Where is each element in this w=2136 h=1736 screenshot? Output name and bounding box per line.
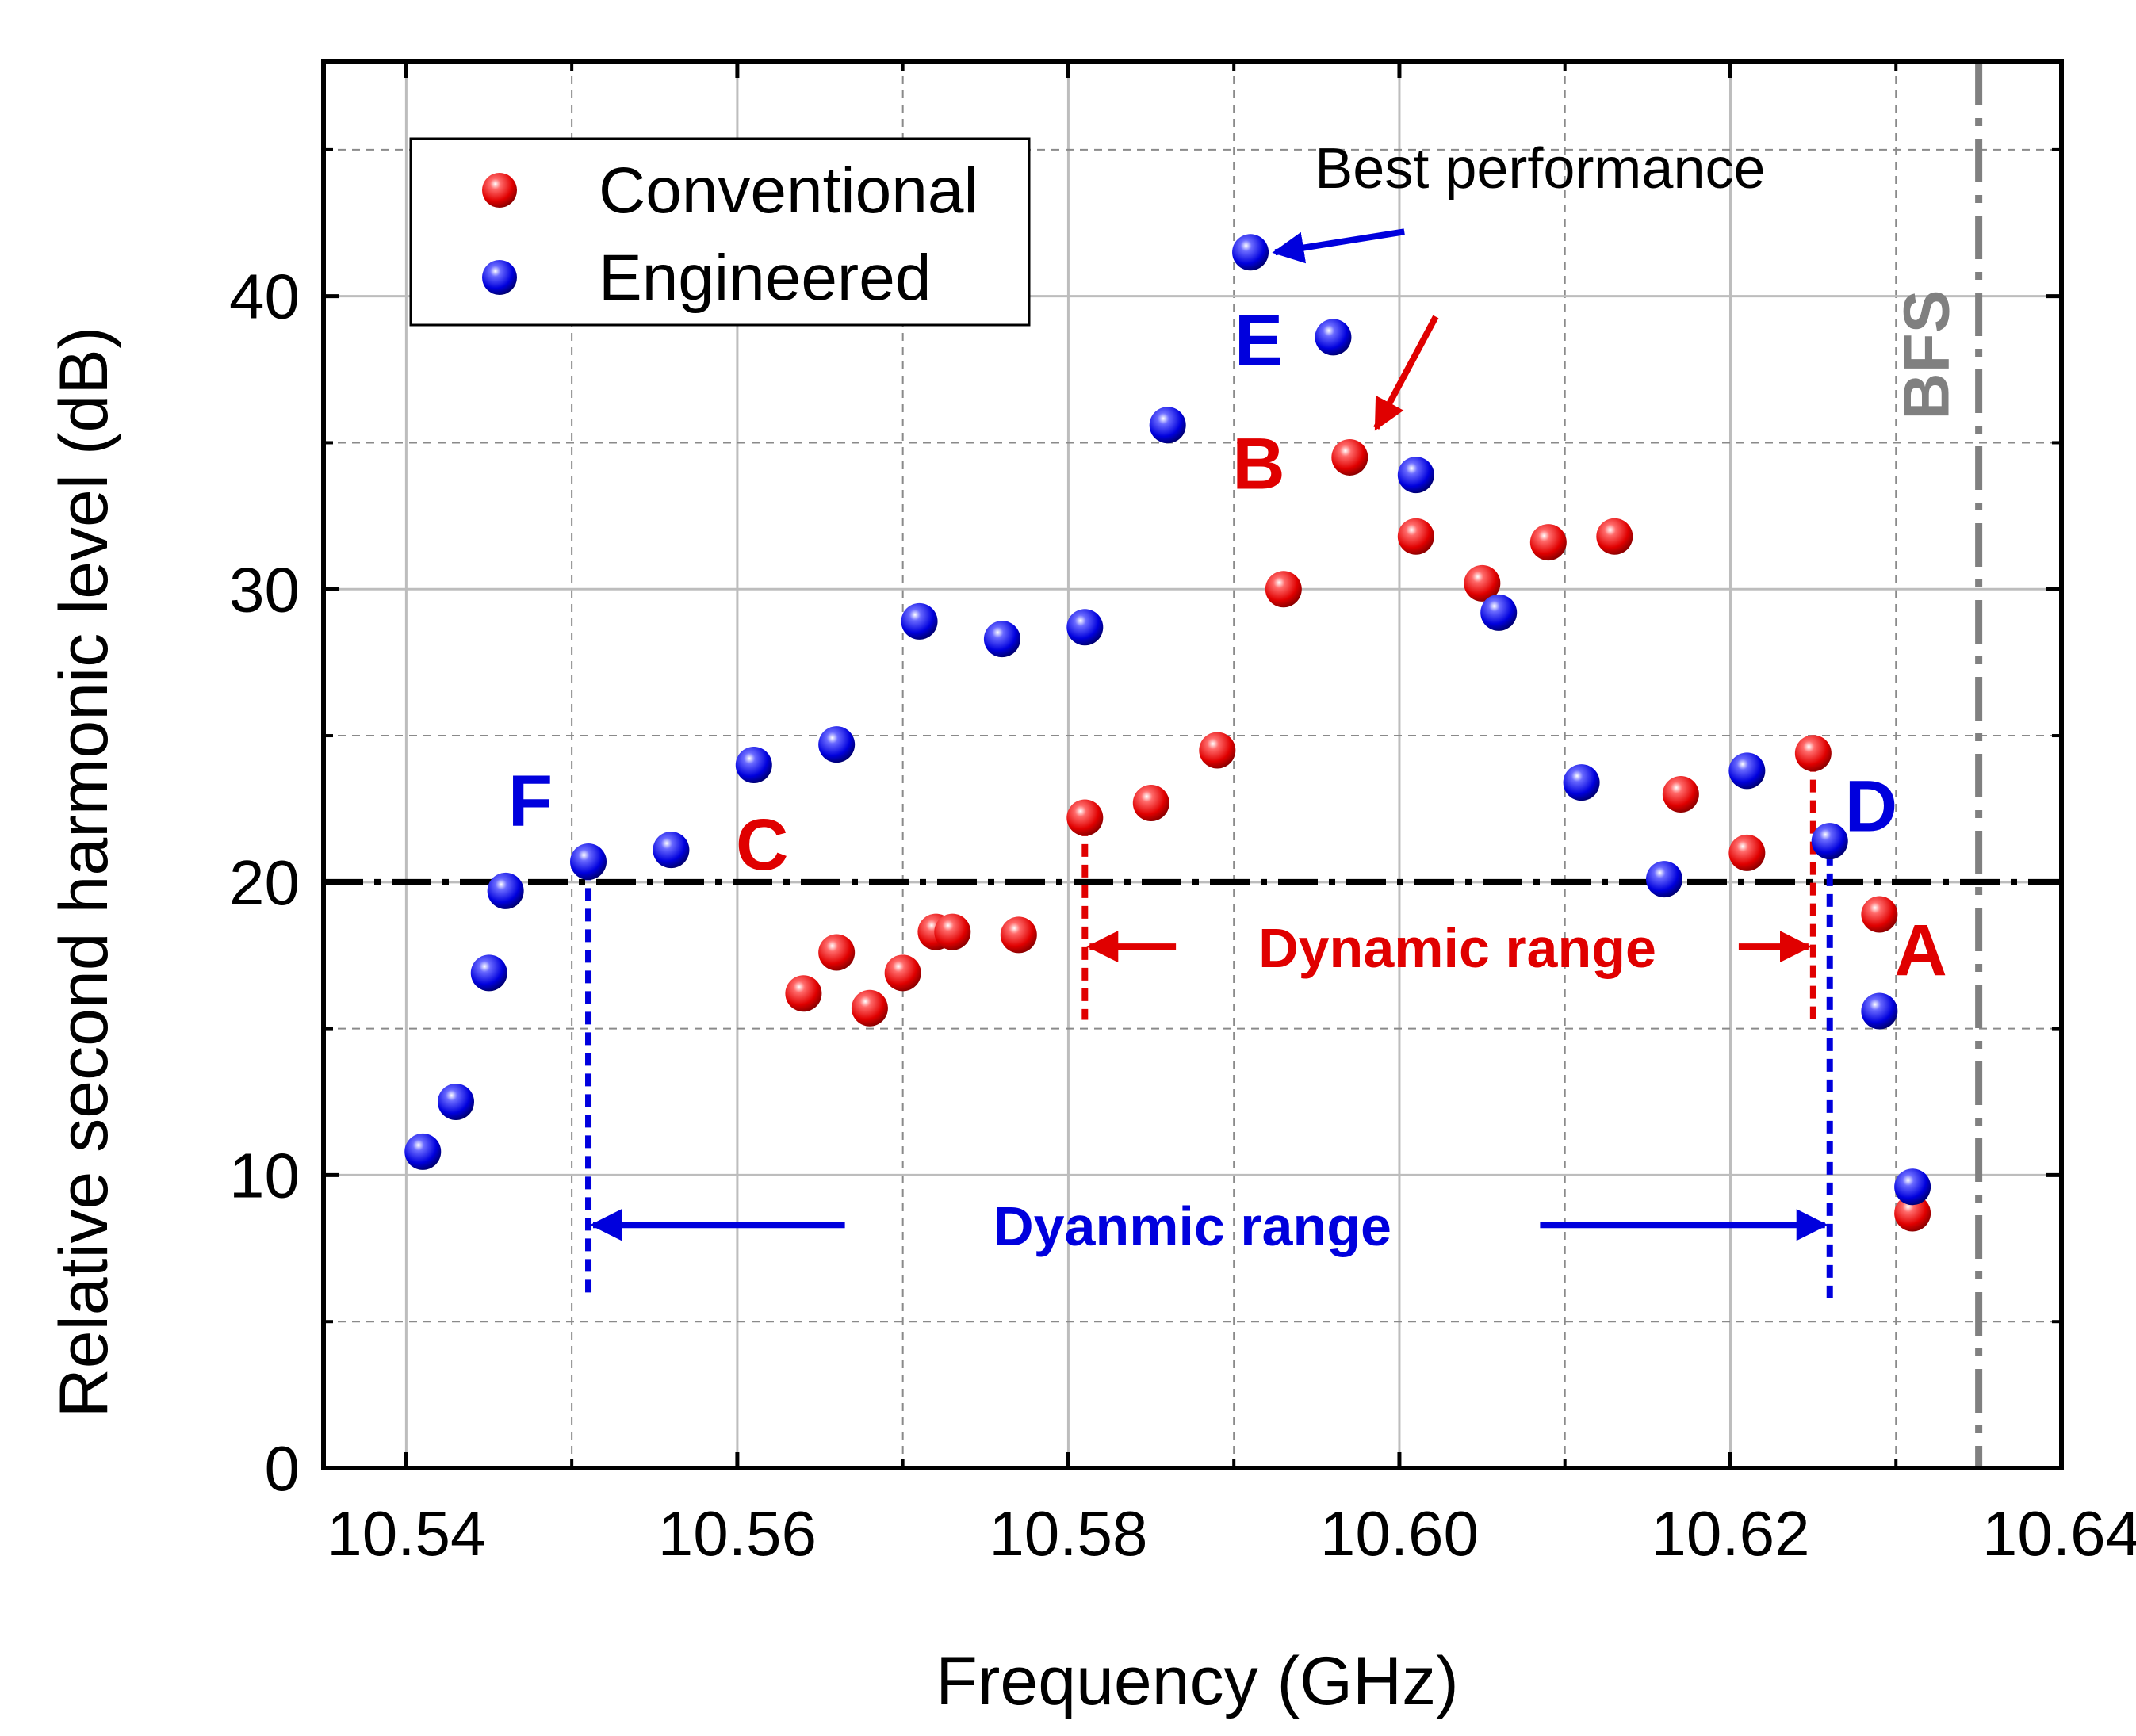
point-conventional — [1596, 518, 1633, 555]
point-conventional — [1728, 834, 1766, 871]
dynamic-range-conventional-label: Dynamic range — [1258, 917, 1656, 979]
y-tick-label: 40 — [229, 262, 300, 332]
point-engineered — [1232, 234, 1269, 271]
legend-box — [409, 137, 1031, 327]
dynamic-range-engineered-label: Dyanmic range — [993, 1195, 1391, 1257]
x-tick-label: 10.54 — [327, 1498, 485, 1569]
point-label-e: E — [1235, 300, 1283, 381]
point-engineered — [1066, 609, 1104, 646]
legend-marker-engineered — [482, 260, 517, 295]
x-tick-label: 10.64 — [1982, 1498, 2136, 1569]
point-conventional — [1529, 524, 1567, 561]
point-engineered — [653, 832, 690, 869]
best-performance-label: Best performance — [1315, 137, 1765, 201]
point-engineered — [983, 621, 1020, 658]
point-engineered — [487, 872, 524, 909]
point-conventional — [851, 989, 888, 1027]
plot-frame — [321, 59, 2064, 1470]
point-label-f: F — [508, 760, 553, 841]
point-engineered — [470, 954, 507, 992]
reference-lines: BFS — [323, 62, 2061, 1468]
legend-marker-conventional — [482, 173, 517, 208]
annotations: Dynamic range Dyanmic range Best performan… — [508, 137, 1947, 1298]
point-conventional — [1265, 571, 1302, 608]
point-conventional — [1861, 896, 1898, 933]
point-label-c: C — [736, 805, 788, 885]
point-conventional — [1199, 732, 1236, 769]
point-label-b: B — [1232, 423, 1284, 504]
point-conventional — [1894, 1195, 1931, 1232]
best-performance-arrow-conventional — [1373, 315, 1439, 431]
point-conventional — [1331, 438, 1368, 476]
point-conventional — [818, 934, 856, 971]
tick-labels: 10.54 10.56 10.58 10.60 10.62 10.64 0 10 20 30 40 — [229, 262, 2136, 1569]
best-performance-arrow-engineered — [1272, 228, 1405, 264]
x-tick-label: 10.58 — [989, 1498, 1147, 1569]
y-tick-label: 10 — [229, 1140, 300, 1210]
point-conventional — [1066, 799, 1104, 836]
point-conventional — [1397, 518, 1434, 555]
point-engineered — [1861, 992, 1898, 1030]
point-engineered — [818, 726, 856, 763]
x-tick-label: 10.60 — [1320, 1498, 1479, 1569]
point-conventional — [934, 913, 971, 950]
y-tick-label: 0 — [265, 1433, 300, 1504]
point-engineered — [1563, 764, 1600, 801]
point-label-a: A — [1894, 910, 1947, 991]
point-engineered — [404, 1133, 442, 1170]
point-engineered — [1894, 1168, 1931, 1206]
point-conventional — [884, 954, 921, 992]
x-tick-label: 10.56 — [658, 1498, 817, 1569]
point-engineered — [1645, 861, 1682, 898]
plot-border — [321, 59, 2064, 1470]
data-points — [404, 234, 1931, 1232]
point-engineered — [735, 747, 772, 783]
y-tick-label: 20 — [229, 847, 300, 918]
point-conventional — [1662, 775, 1699, 813]
point-engineered — [1315, 319, 1352, 356]
point-engineered — [1728, 752, 1766, 790]
y-tick-label: 30 — [229, 554, 300, 625]
point-engineered — [1149, 407, 1186, 444]
bfs-label: BFS — [1891, 290, 1963, 420]
point-engineered — [1480, 594, 1518, 631]
point-engineered — [901, 602, 938, 640]
y-axis-label: Relative second harmonic level (dB) — [46, 327, 122, 1418]
point-conventional — [1464, 564, 1501, 602]
point-engineered — [570, 843, 607, 880]
point-engineered — [1811, 823, 1848, 860]
point-conventional — [1794, 735, 1832, 772]
point-engineered — [1397, 457, 1434, 494]
legend-label-engineered: Engineered — [599, 242, 931, 314]
point-conventional — [1000, 916, 1037, 954]
x-tick-label: 10.62 — [1651, 1498, 1809, 1569]
x-axis-label: Frequency (GHz) — [936, 1643, 1459, 1719]
point-conventional — [785, 975, 822, 1012]
point-engineered — [438, 1084, 475, 1121]
point-label-d: D — [1845, 767, 1897, 847]
legend: Conventional Engineered — [409, 137, 1031, 327]
legend-label-conventional: Conventional — [599, 155, 978, 227]
point-conventional — [1132, 785, 1169, 822]
